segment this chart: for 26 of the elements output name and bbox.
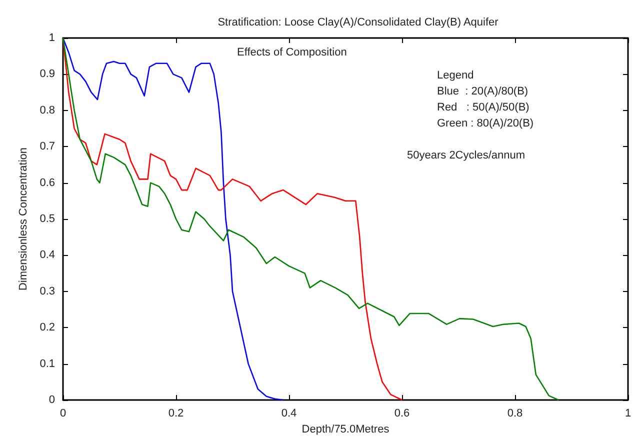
annotation: Red : 50(A)/50(B) [437, 102, 530, 114]
y-tick-label: 1 [48, 32, 55, 44]
annotation: 50years 2Cycles/annum [407, 150, 526, 162]
y-tick-label: 0.6 [40, 176, 55, 189]
x-tick-label: 0.4 [281, 408, 297, 420]
annotation: Green : 80(A)/20(B) [437, 118, 534, 130]
y-tick-label: 0 [48, 394, 55, 406]
chart-title: Stratification: Loose Clay(A)/Consolidated Clay(B) Aquifer [218, 16, 499, 28]
annotation: Effects of Composition [237, 46, 347, 58]
y-tick-label: 0.2 [40, 322, 55, 334]
y-tick-label: 0.5 [40, 213, 55, 225]
x-axis-title: Depth/75.0Metres [302, 424, 390, 436]
annotation: Blue : 20(A)/80(B) [437, 86, 528, 98]
y-axis-title: Dimensionless Concentration [17, 147, 30, 291]
y-tick-label: 0.3 [40, 285, 55, 298]
x-tick-label: 0.8 [507, 408, 523, 420]
y-tick-label: 0.9 [40, 68, 55, 80]
y-tick-label: 0.4 [40, 249, 55, 262]
x-tick-label: 1 [624, 408, 632, 420]
x-tick-label: 0.2 [168, 408, 184, 420]
annotation: Legend [437, 70, 474, 82]
y-tick-label: 0.7 [40, 140, 55, 153]
y-tick-label: 0.1 [40, 358, 55, 370]
x-tick-label: 0.6 [394, 408, 410, 420]
x-tick-label: 0 [60, 408, 66, 420]
y-tick-label: 0.8 [40, 104, 55, 116]
